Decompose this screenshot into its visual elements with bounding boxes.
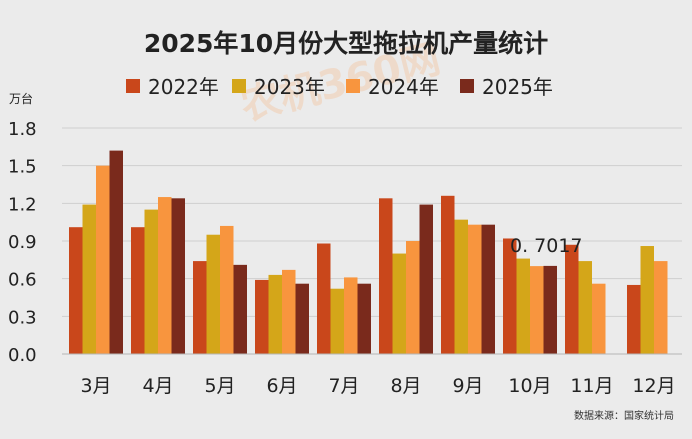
y-axis-ticks: 0.0 0.3 0.6 0.9 1.2 1.5 1.8 [8,119,37,366]
bar [158,197,172,354]
bar [268,274,282,354]
bar [468,224,482,354]
bar [144,209,158,354]
y-tick-label: 1.2 [8,194,37,215]
bar [516,258,530,354]
bar [530,266,544,354]
bar [481,224,495,354]
y-axis-unit: 万台 [9,91,33,106]
bar [69,227,83,354]
bar [330,288,344,354]
x-tick-label: 11月 [570,375,613,397]
bar [592,283,606,354]
legend-swatch [346,79,360,93]
legend-label: 2023年 [254,75,325,99]
bar [206,234,220,354]
bar [282,269,296,354]
legend-label: 2022年 [148,75,219,99]
y-tick-label: 1.8 [8,119,37,140]
annotation-label: 0. 7017 [510,235,583,257]
legend-swatch [232,79,246,93]
x-tick-label: 10月 [508,375,551,397]
bar [503,238,517,354]
legend-swatch [460,79,474,93]
legend-swatch [126,79,140,93]
bar [406,241,420,354]
y-tick-label: 0.6 [8,270,37,291]
bar [654,261,668,354]
bar [392,253,406,354]
legend: 2022年 2023年 2024年 2025年 [126,75,553,99]
bar [357,283,371,354]
bar [344,277,358,354]
bar [578,261,592,354]
bar [233,264,247,354]
bar [627,284,641,354]
bar [565,244,579,354]
bar [131,227,145,354]
bar [96,165,110,354]
bar [379,198,393,354]
x-tick-label: 4月 [142,375,173,397]
x-tick-label: 5月 [204,375,235,397]
bar [441,195,455,354]
bar [109,150,123,354]
bar [295,283,309,354]
bar [317,243,331,354]
x-tick-label: 12月 [632,375,675,397]
x-axis-ticks: 3月 4月 5月 6月 7月 8月 9月 10月 11月 12月 [80,375,675,397]
x-tick-label: 6月 [266,375,297,397]
bar [454,219,468,354]
bar [640,246,654,354]
bar [82,204,96,354]
bar [543,265,557,354]
chart-title: 2025年10月份大型拖拉机产量统计 [144,29,548,58]
bar [419,204,433,354]
bars [69,150,668,354]
x-tick-label: 7月 [328,375,359,397]
bar [255,279,269,354]
legend-label: 2024年 [368,75,439,99]
bar [220,225,234,354]
y-tick-label: 0.0 [8,345,37,366]
y-tick-label: 1.5 [8,157,37,178]
bar [193,261,207,354]
y-tick-label: 0.3 [8,307,37,328]
x-tick-label: 3月 [80,375,111,397]
source-note: 数据来源：国家统计局 [574,409,674,422]
x-tick-label: 9月 [452,375,483,397]
bar [171,198,185,354]
y-tick-label: 0.9 [8,232,37,253]
x-tick-label: 8月 [390,375,421,397]
legend-label: 2025年 [482,75,553,99]
